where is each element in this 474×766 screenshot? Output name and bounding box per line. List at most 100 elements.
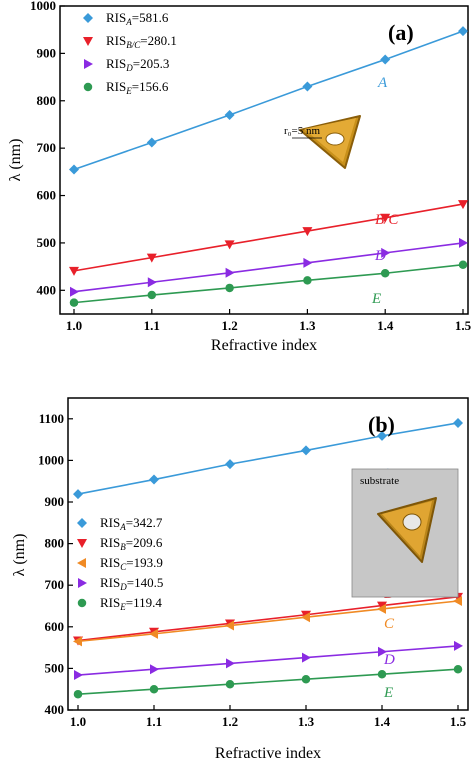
data-point-C	[453, 596, 462, 607]
data-point-A	[453, 417, 463, 428]
legend-marker-D	[78, 578, 87, 588]
series-line-E	[77, 668, 459, 695]
y-tick-label: 900	[45, 494, 65, 509]
legend-entry-E: RISE=119.4	[100, 595, 162, 612]
data-point-A	[69, 164, 79, 175]
series-line-D	[77, 645, 459, 676]
y-tick-label: 800	[37, 93, 57, 108]
triangle-particle-inset-a: r₀=5 nm	[284, 115, 361, 169]
x-axis-label-b: Refractive index	[215, 745, 321, 762]
data-point-E	[225, 679, 235, 689]
data-point-D	[381, 247, 391, 258]
data-point-B/C	[69, 266, 79, 276]
data-point-E	[303, 276, 312, 285]
legend-entry-D: RISD=205.3	[106, 56, 169, 73]
data-point-D	[150, 664, 159, 675]
y-tick-label: 500	[45, 660, 65, 675]
legend-marker-C	[77, 558, 86, 568]
data-point-C	[301, 612, 310, 623]
data-point-A	[146, 137, 157, 148]
x-tick-label: 1.3	[298, 714, 315, 729]
series-line-B	[77, 596, 459, 642]
data-point-B/C	[380, 213, 391, 223]
data-point-D	[303, 257, 313, 268]
panel-label-a: (a)	[388, 20, 414, 45]
data-point-D	[70, 286, 79, 297]
data-point-A	[302, 81, 313, 92]
series-label-A: A	[377, 75, 388, 91]
data-point-A	[458, 26, 468, 37]
series-label-E: E	[383, 685, 393, 701]
data-point-A	[224, 109, 235, 120]
x-tick-label: 1.4	[374, 714, 391, 729]
data-point-A	[149, 474, 159, 485]
panel-label-b: (b)	[368, 412, 395, 437]
y-tick-label: 1000	[30, 0, 56, 13]
y-tick-label: 900	[37, 45, 57, 60]
data-point-B	[377, 601, 387, 611]
data-point-A	[380, 54, 391, 65]
data-point-D	[226, 658, 235, 669]
x-tick-label: 1.2	[221, 318, 237, 333]
plot-area-a: 400 500 600 700 800 900 1000 1.0 1.1 1.2 1.3 1.4 1.5…	[30, 0, 472, 333]
x-axis-label-a: Refractive index	[211, 337, 317, 354]
x-tick-label: 1.1	[146, 714, 162, 729]
data-point-E	[69, 298, 79, 307]
data-point-E	[380, 268, 390, 278]
y-tick-label: 600	[37, 188, 57, 203]
legend-entry-E: RISE=156.6	[106, 79, 169, 96]
inset-label-b: substrate	[360, 475, 399, 487]
legend-marker-B/C	[83, 37, 93, 46]
legend-entry-B/C: RISB/C=280.1	[106, 33, 177, 50]
data-point-A	[301, 445, 311, 456]
legend-marker-A	[77, 518, 87, 528]
plot-area-b: 400 500 600 700 800 900 1000 1100 1.0 1.1 1.2 1.3 1.…	[38, 411, 467, 729]
legend-entry-D: RISD=140.5	[100, 575, 163, 592]
y-axis-label-a: λ (nm)	[7, 139, 24, 182]
data-point-D	[74, 670, 83, 681]
data-point-C	[149, 628, 158, 639]
legend-marker-E	[83, 82, 93, 92]
data-point-B/C	[302, 227, 313, 237]
data-point-D	[225, 267, 235, 278]
data-point-E	[453, 664, 463, 674]
legend-entry-C: RISC=193.9	[100, 555, 163, 572]
legend-entry-B: RISB=209.6	[100, 535, 163, 552]
data-point-D	[378, 646, 387, 657]
series-label-D: D	[383, 652, 395, 668]
y-tick-label: 1000	[38, 452, 64, 467]
series-label-E: E	[371, 291, 381, 307]
data-point-D	[459, 237, 468, 248]
x-tick-label: 1.2	[222, 714, 238, 729]
data-point-E	[147, 290, 157, 300]
series-line-C	[77, 600, 459, 643]
data-point-D	[302, 652, 311, 663]
data-point-B/C	[146, 253, 157, 263]
data-point-D	[454, 640, 463, 651]
data-point-C	[225, 620, 234, 631]
plot-frame-a	[59, 5, 469, 315]
x-tick-label: 1.0	[66, 318, 82, 333]
legend-entry-A: RISA=581.6	[106, 10, 169, 27]
series-label-C: C	[384, 616, 395, 632]
series-line-D	[73, 242, 464, 293]
data-point-D	[147, 277, 157, 288]
data-point-E	[149, 684, 159, 694]
y-tick-label: 700	[37, 140, 57, 155]
chart-panel-a: 400 500 600 700 800 900 1000 1.0 1.1 1.2 1.3 1.4 1.5…	[7, 0, 472, 354]
series-label-D: D	[374, 248, 386, 264]
series-line-A	[77, 422, 459, 495]
y-tick-label: 500	[37, 235, 57, 250]
series-line-B/C	[73, 203, 464, 272]
inset-label-a: r₀=5 nm	[284, 125, 320, 137]
data-point-B/C	[458, 200, 468, 210]
x-tick-label: 1.4	[377, 318, 394, 333]
data-point-E	[301, 674, 311, 684]
legend-entry-A: RISA=342.7	[100, 515, 163, 532]
legend-a: RISA=581.6 RISB/C=280.1 RISD=205.3 RISE=156…	[83, 10, 177, 96]
legend-marker-A	[83, 13, 93, 23]
legend-marker-E	[77, 598, 87, 608]
x-tick-label: 1.3	[299, 318, 316, 333]
data-point-E	[377, 669, 387, 679]
